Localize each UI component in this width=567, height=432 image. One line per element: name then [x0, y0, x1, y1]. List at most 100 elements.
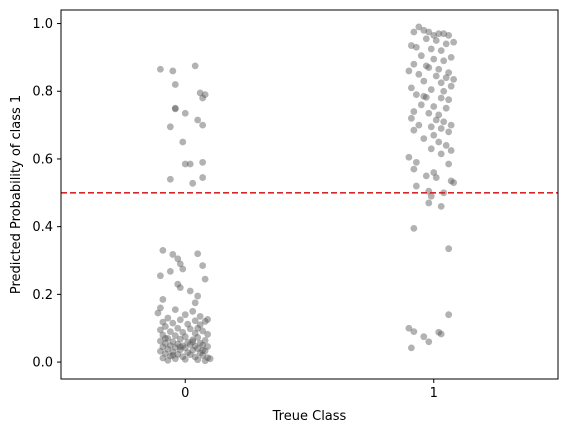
- data-point: [437, 150, 445, 158]
- x-tick-label: 0: [181, 386, 189, 401]
- data-point: [432, 174, 440, 181]
- data-point: [171, 104, 179, 112]
- data-point: [166, 352, 174, 360]
- data-point: [154, 309, 162, 317]
- data-point: [176, 316, 184, 324]
- data-point: [201, 347, 209, 355]
- data-point: [417, 52, 425, 60]
- data-point: [445, 31, 453, 39]
- plot-area-frame: [60, 9, 559, 380]
- data-point: [445, 245, 453, 253]
- data-point: [407, 344, 415, 352]
- y-tick-label: 0.4: [32, 220, 53, 235]
- data-point: [194, 356, 202, 364]
- data-point: [166, 328, 174, 336]
- data-point: [425, 64, 433, 71]
- data-point: [412, 91, 420, 99]
- data-point: [166, 175, 174, 183]
- data-point: [159, 296, 167, 303]
- data-point: [430, 169, 438, 176]
- y-axis-ticks: 0.0 0.2 0.4 0.6 0.8 1.0: [32, 17, 61, 371]
- data-point: [407, 84, 415, 92]
- data-point: [430, 55, 438, 63]
- data-point: [171, 332, 179, 340]
- data-point: [159, 343, 167, 351]
- data-point: [166, 123, 174, 131]
- data-point: [191, 342, 199, 350]
- y-tick-label: 0.2: [32, 288, 53, 303]
- data-point: [191, 353, 199, 361]
- points-layer: [154, 23, 458, 365]
- data-point: [420, 26, 428, 34]
- data-point: [204, 316, 212, 323]
- data-point: [437, 47, 445, 55]
- data-point: [189, 336, 197, 344]
- data-point: [417, 101, 425, 109]
- data-point: [184, 339, 192, 346]
- data-point: [194, 292, 202, 300]
- data-point: [159, 331, 167, 339]
- data-point: [186, 351, 194, 359]
- data-point: [201, 91, 209, 99]
- data-point: [420, 77, 428, 85]
- data-point: [159, 246, 167, 254]
- data-point: [191, 329, 199, 337]
- data-point: [196, 339, 204, 347]
- data-point: [171, 306, 179, 313]
- data-point: [199, 327, 207, 335]
- data-point: [420, 92, 428, 100]
- data-point: [420, 135, 428, 143]
- data-point: [166, 342, 174, 349]
- data-point: [405, 324, 413, 332]
- data-point: [432, 37, 440, 44]
- data-point: [176, 335, 184, 343]
- data-point: [427, 192, 435, 200]
- data-point: [186, 341, 194, 348]
- data-point: [196, 89, 204, 97]
- data-point: [189, 179, 197, 187]
- data-point: [181, 311, 189, 319]
- data-point: [447, 147, 455, 154]
- data-point: [176, 343, 184, 351]
- data-point: [171, 81, 179, 88]
- data-point: [199, 94, 207, 102]
- data-point: [157, 347, 164, 355]
- data-point: [427, 86, 435, 93]
- data-point: [425, 28, 433, 36]
- data-point: [169, 67, 177, 75]
- data-point: [435, 65, 443, 73]
- data-point: [447, 121, 455, 129]
- y-tick-label: 0.6: [32, 152, 53, 167]
- data-point: [440, 87, 448, 95]
- data-point: [184, 320, 192, 328]
- data-point: [204, 343, 212, 350]
- data-point: [201, 357, 209, 365]
- data-point: [169, 319, 177, 327]
- data-point: [437, 202, 445, 210]
- data-point: [199, 351, 207, 359]
- data-point: [435, 30, 443, 38]
- data-point: [432, 116, 440, 124]
- data-point: [181, 344, 189, 352]
- data-point: [157, 337, 164, 345]
- data-point: [199, 346, 207, 354]
- data-point: [204, 330, 212, 338]
- data-point: [166, 267, 174, 275]
- data-point: [179, 353, 187, 361]
- data-point: [174, 255, 182, 263]
- data-point: [204, 354, 212, 362]
- data-point: [199, 121, 207, 129]
- data-point: [174, 340, 182, 348]
- data-point: [437, 94, 445, 102]
- y-tick-label: 0.8: [32, 85, 53, 100]
- data-point: [186, 287, 194, 295]
- data-point: [189, 338, 197, 346]
- data-point: [442, 74, 450, 82]
- data-point: [194, 345, 202, 352]
- data-point: [405, 153, 413, 161]
- data-point: [169, 348, 177, 356]
- data-point: [176, 260, 184, 268]
- data-point: [194, 333, 202, 341]
